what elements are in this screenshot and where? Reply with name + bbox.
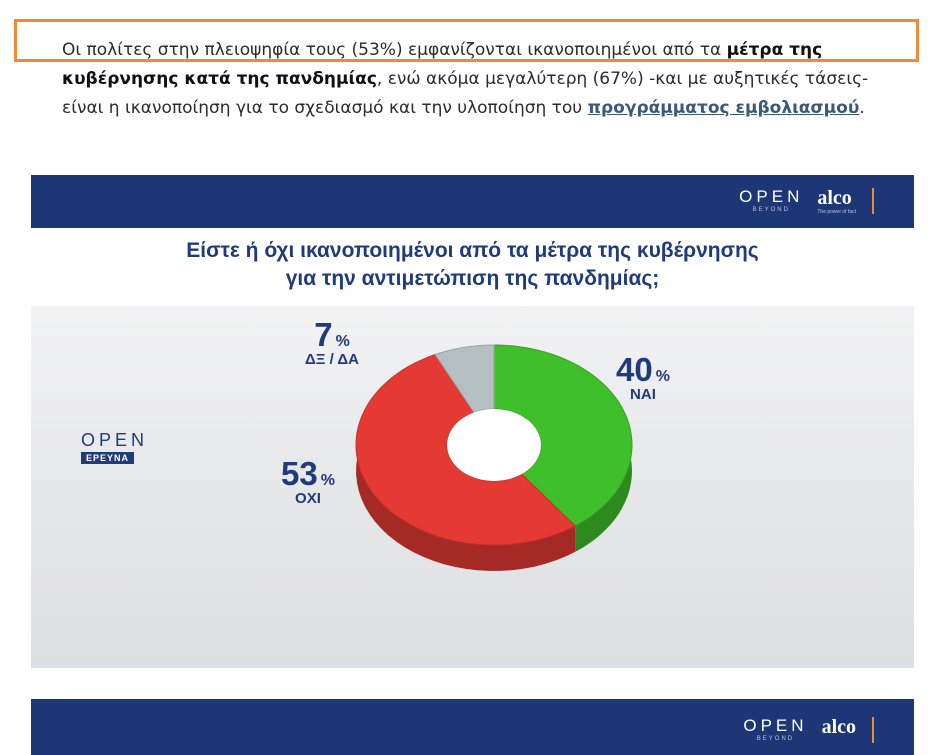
value-label-dk: 7	[314, 316, 333, 353]
second-header-logos: OPEN BEYOND alco	[743, 717, 874, 743]
category-label-yes: ΝΑΙ	[630, 386, 656, 403]
article-text-2: , ενώ ακόμα μεγαλύτερη (67%) -και με αυξ…	[62, 69, 869, 118]
second-alco-word: alco	[821, 716, 856, 738]
alco-logo-word: alco	[817, 187, 852, 209]
second-infographic-header: OPEN BEYOND alco	[31, 699, 914, 755]
category-label-dk: ΔΞ / ΔΑ	[305, 351, 359, 368]
second-beyond-text: BEYOND	[756, 736, 795, 742]
figure-header-bar: OPEN BEYOND alco The power of fact	[31, 175, 914, 232]
category-label-no: ΟΧΙ	[295, 490, 321, 507]
slice-label-dk: 7% ΔΞ / ΔΑ	[305, 318, 359, 368]
article-text-3: .	[859, 98, 865, 118]
open-ereyna-logo: OPEN ΕΡΕΥΝΑ	[81, 430, 148, 464]
article-paragraph: Οι πολίτες στην πλειοψηφία τους (53%) εμ…	[62, 36, 912, 123]
slice-label-yes: 40% ΝΑΙ	[616, 353, 670, 403]
donut-chart	[355, 344, 633, 571]
article-bold-text: μέτρα της κυβέρνησης κατά της πανδημίας	[62, 40, 823, 89]
donut-side-no	[356, 354, 576, 571]
alco-tagline: The power of fact	[817, 209, 856, 215]
value-label-no: 53	[281, 455, 318, 492]
open-logo-word: OPEN	[739, 187, 804, 206]
open-ereyna-word: OPEN	[81, 430, 149, 450]
percent-sign-dk: %	[335, 333, 350, 350]
chart-title: Είστε ή όχι ικανοποιημένοι από τα μέτρα …	[31, 237, 914, 293]
ereyna-badge: ΕΡΕΥΝΑ	[81, 452, 135, 464]
percent-sign-no: %	[320, 472, 335, 489]
second-open-logo: OPEN BEYOND	[743, 717, 807, 743]
vaccination-program-link[interactable]: προγράμματος εμβολιασμού	[587, 98, 860, 118]
chart-title-line-2: για την αντιμετώπιση της πανδημίας;	[285, 267, 660, 290]
chart-title-line-1: Είστε ή όχι ικανοποιημένοι από τα μέτρα …	[186, 239, 759, 262]
open-beyond-logo: OPEN BEYOND	[739, 188, 803, 214]
alco-logo: alco The power of fact	[817, 188, 856, 216]
value-label-yes: 40	[616, 351, 653, 388]
beyond-text: BEYOND	[752, 207, 790, 213]
title-band	[31, 231, 914, 306]
second-open-word: OPEN	[743, 716, 808, 735]
header-logos: OPEN BEYOND alco The power of fact	[739, 188, 874, 216]
second-alco-logo: alco	[822, 717, 856, 737]
poll-infographic: OPEN BEYOND alco The power of fact Είστε…	[31, 175, 914, 668]
alco-accent-bar	[872, 188, 874, 214]
article-text-1: Οι πολίτες στην πλειοψηφία τους (53%) εμ…	[62, 40, 727, 60]
percent-sign-yes: %	[655, 368, 670, 385]
slice-label-no: 53% ΟΧΙ	[281, 457, 335, 507]
donut-hole	[447, 409, 541, 481]
second-alco-accent-bar	[872, 717, 874, 743]
